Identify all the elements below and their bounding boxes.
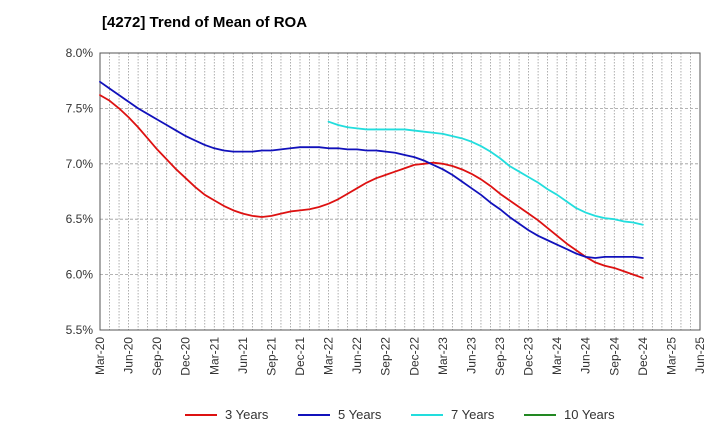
x-tick-label: Jun-22 — [350, 337, 364, 374]
plot-area-border — [99, 52, 701, 331]
x-tick-label: Dec-21 — [293, 337, 307, 376]
x-tick-label: Sep-21 — [264, 337, 278, 376]
legend-item: 5 Years — [298, 407, 382, 422]
legend-item: 7 Years — [411, 407, 495, 422]
x-tick-label: Jun-24 — [579, 337, 593, 374]
chart-title: [4272] Trend of Mean of ROA — [102, 14, 308, 31]
series-line-5-years — [99, 80, 644, 259]
x-tick-label: Jun-21 — [236, 337, 250, 374]
legend-item: 10 Years — [524, 407, 615, 422]
x-tick-label: Sep-23 — [493, 337, 507, 376]
x-tick-label: Sep-22 — [379, 337, 393, 376]
x-tick-label: Dec-23 — [522, 337, 536, 376]
y-tick-label: 6.0% — [66, 268, 94, 282]
legend-item: 3 Years — [185, 407, 269, 422]
legend-label: 5 Years — [338, 407, 382, 422]
legend-label: 7 Years — [451, 407, 495, 422]
x-tick-label: Mar-20 — [93, 337, 107, 375]
x-tick-label: Jun-20 — [122, 337, 136, 374]
x-tick-label: Mar-25 — [664, 337, 678, 375]
y-tick-label: 8.0% — [66, 46, 94, 60]
series-line-3-years — [99, 94, 644, 279]
y-tick-label: 7.5% — [66, 101, 94, 115]
x-tick-label: Jun-23 — [464, 337, 478, 374]
x-tick-label: Jun-25 — [693, 337, 707, 374]
grid-lines — [100, 53, 700, 330]
series-line-7-years — [327, 120, 644, 226]
x-tick-label: Dec-20 — [179, 337, 193, 376]
legend-label: 10 Years — [564, 407, 615, 422]
y-tick-label: 5.5% — [66, 323, 94, 337]
legend-label: 3 Years — [225, 407, 269, 422]
x-tick-label: Mar-22 — [322, 337, 336, 375]
y-tick-label: 6.5% — [66, 212, 94, 226]
x-tick-label: Mar-24 — [550, 337, 564, 375]
x-tick-label: Dec-22 — [407, 337, 421, 376]
x-tick-label: Sep-20 — [150, 337, 164, 376]
x-tick-label: Mar-23 — [436, 337, 450, 375]
x-tick-label: Mar-21 — [207, 337, 221, 375]
x-tick-label: Dec-24 — [636, 337, 650, 376]
x-tick-label: Sep-24 — [607, 337, 621, 376]
y-tick-label: 7.0% — [66, 157, 94, 171]
